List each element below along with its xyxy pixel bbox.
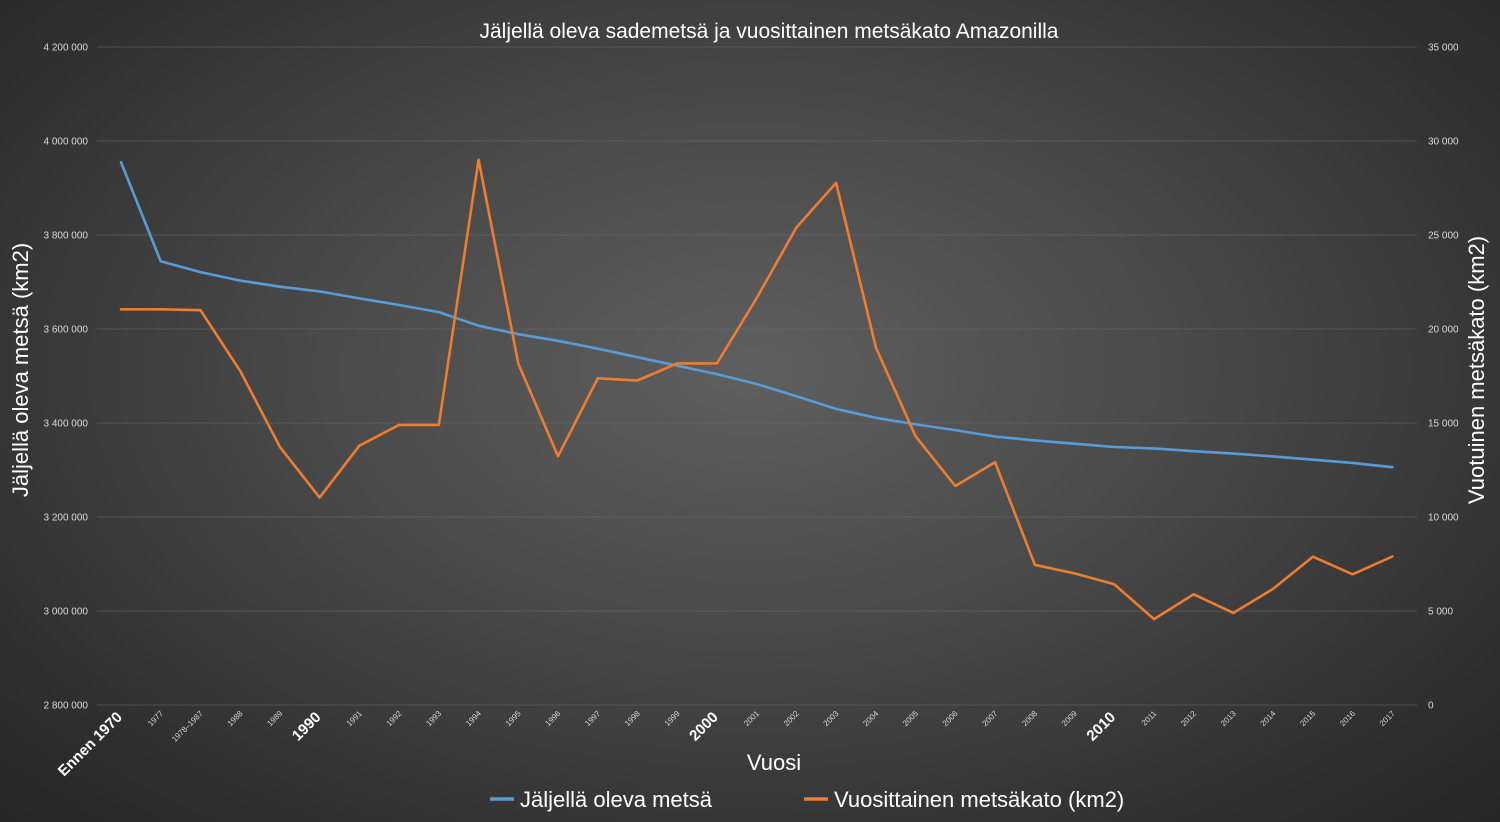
chart-title: Jäljellä oleva sademetsä ja vuosittainen… [480,20,1059,43]
y-tick-label: 3 200 000 [44,513,89,524]
y2-tick-label: 25 000 [1428,231,1459,242]
y-tick-label: 3 400 000 [44,419,89,430]
x-tick-label: 1993 [424,709,443,728]
legend-label: Jäljellä oleva metsä [520,787,713,812]
x-tick-label: 2005 [901,709,920,728]
series-line [119,158,1394,621]
x-tick-label: 2000 [686,709,722,745]
x-tick-label: 2003 [822,709,841,728]
y-tick-label: 3 000 000 [44,607,89,618]
legend-label: Vuosittainen metsäkato (km2) [834,787,1124,812]
y2-tick-label: 30 000 [1428,137,1459,148]
x-tick-label: 2016 [1338,709,1357,728]
x-tick-label: 2017 [1378,709,1397,728]
y-tick-label: 4 200 000 [44,43,89,54]
x-tick-label: 2008 [1020,709,1039,728]
y-axis-title: Jäljellä oleva metsä (km2) [8,243,33,497]
x-tick-label: 2007 [981,709,1000,728]
x-tick-label: 1989 [265,709,284,728]
x-tick-label: 2006 [941,709,960,728]
y2-axis-title: Vuotuinen metsäkato (km2) [1464,236,1489,504]
x-tick-label: 1998 [623,709,642,728]
x-tick-label: 2013 [1219,709,1238,728]
x-tick-label: 2004 [861,709,880,728]
x-tick-label: 2009 [1060,709,1079,728]
x-tick-label: 1977 [146,709,165,728]
y2-tick-label: 0 [1428,701,1434,712]
series-line [119,160,1394,469]
x-tick-label: 1997 [583,709,602,728]
right-axis-ticks: 0 5 000 10 000 15 000 20 000 25 000 30 000 35 0… [1428,43,1459,712]
x-tick-label: 2012 [1179,709,1198,728]
y2-tick-label: 35 000 [1428,43,1459,54]
x-tick-label: 1978–1987 [170,709,205,744]
y-tick-label: 2 800 000 [44,701,89,712]
gridlines [97,46,1417,706]
y2-tick-label: 15 000 [1428,419,1459,430]
x-tick-label: 1995 [504,709,523,728]
x-tick-label: 1990 [289,709,325,745]
y2-tick-label: 5 000 [1428,607,1453,618]
x-tick-label: 2011 [1140,709,1159,728]
x-tick-label: 1999 [663,709,682,728]
y-tick-label: 4 000 000 [44,137,89,148]
x-tick-label: 1992 [385,709,404,728]
x-tick-label: Ennen 1970 [55,709,126,780]
x-tick-label: 2002 [782,709,801,728]
y-tick-label: 3 800 000 [44,231,89,242]
x-tick-label: 2001 [742,709,761,728]
x-axis-ticks: Ennen 1970 1977 1978–1987 1988 1989 1990 1991 1… [55,709,1397,780]
legend: Jäljellä oleva metsä Vuosittainen metsäka… [490,787,1124,812]
x-tick-label: 2014 [1259,709,1278,728]
x-tick-label: 1991 [345,709,364,728]
x-tick-label: 2010 [1083,709,1119,745]
x-tick-label: 2015 [1298,709,1317,728]
left-axis-ticks: 2 800 000 3 000 000 3 200 000 3 400 000 3 60… [44,43,89,712]
y-tick-label: 3 600 000 [44,325,89,336]
x-tick-label: 1988 [226,709,245,728]
y2-tick-label: 20 000 [1428,325,1459,336]
x-axis-title: Vuosi [747,750,801,775]
series-lines [119,158,1394,621]
x-tick-label: 1994 [464,709,483,728]
x-tick-label: 1996 [543,709,562,728]
y2-tick-label: 10 000 [1428,513,1459,524]
